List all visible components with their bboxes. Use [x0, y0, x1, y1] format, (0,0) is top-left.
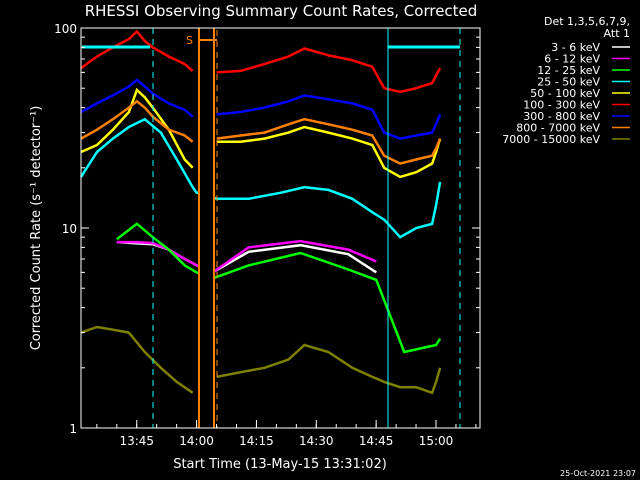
legend-label: 25 - 50 keV: [537, 76, 600, 89]
x-tick-label: 14:15: [239, 434, 274, 448]
series-line: [79, 117, 442, 239]
overlay-layer: S: [82, 28, 461, 428]
legend-label: 300 - 800 keV: [523, 110, 600, 123]
series-line: [116, 239, 377, 274]
series-line: [216, 343, 442, 395]
series-line: [216, 94, 442, 140]
footer-date: 25-Oct-2021 23:07: [560, 469, 636, 478]
series-line: [80, 325, 194, 394]
series-line: [80, 87, 194, 169]
legend-label: 6 - 12 keV: [544, 53, 600, 66]
series-line: [80, 78, 194, 118]
series-line: [80, 29, 194, 72]
legend-header-line1: Det 1,3,5,6,7,9,: [544, 15, 630, 28]
legend-label: 50 - 100 keV: [530, 87, 600, 100]
legend-label: 3 - 6 keV: [551, 41, 600, 54]
y-tick-label: 100: [54, 22, 77, 36]
x-tick-label: 13:45: [119, 434, 154, 448]
legend-label: 7000 - 15000 keV: [502, 133, 600, 146]
y-tick-label: 10: [62, 222, 77, 236]
legend-label: 800 - 7000 keV: [516, 122, 600, 135]
x-axis-label: Start Time (13-May-15 13:31:02): [173, 457, 387, 472]
legend-label: 12 - 25 keV: [537, 64, 600, 77]
legend-header-line2: Att 1: [604, 27, 630, 40]
series-line: [216, 117, 442, 165]
y-tick-label: 1: [69, 422, 77, 436]
saa-band-inner: [200, 28, 213, 428]
s-annotation-label: S: [186, 34, 193, 47]
x-tick-label: 14:30: [299, 434, 334, 448]
x-tick-label: 15:00: [419, 434, 454, 448]
series-line: [216, 125, 442, 179]
series-line: [216, 47, 442, 94]
x-axis: 13:45 14:00 14:15 14:30 14:45 15:00: [96, 420, 477, 448]
x-tick-label: 14:45: [359, 434, 394, 448]
series-line: [116, 222, 442, 354]
legend-label: 100 - 300 keV: [523, 99, 600, 112]
series-layer: [79, 29, 442, 395]
series-line: [80, 99, 194, 143]
y-axis-label: Corrected Count Rate (s⁻¹ detector⁻¹): [29, 106, 44, 351]
chart-title: RHESSI Observing Summary Count Rates, Co…: [85, 2, 478, 20]
x-tick-label: 14:00: [179, 434, 214, 448]
y-axis: 1 10 100: [54, 22, 480, 436]
